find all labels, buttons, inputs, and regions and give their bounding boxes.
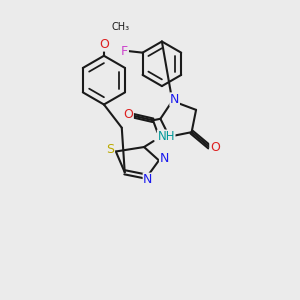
- Text: NH: NH: [158, 130, 175, 143]
- Text: O: O: [99, 38, 109, 51]
- Text: O: O: [123, 108, 133, 121]
- Text: O: O: [210, 141, 220, 154]
- Text: N: N: [160, 152, 169, 164]
- Text: F: F: [121, 45, 128, 58]
- Text: N: N: [143, 173, 153, 186]
- Text: N: N: [170, 93, 179, 106]
- Text: CH₃: CH₃: [111, 22, 130, 32]
- Text: S: S: [106, 142, 115, 156]
